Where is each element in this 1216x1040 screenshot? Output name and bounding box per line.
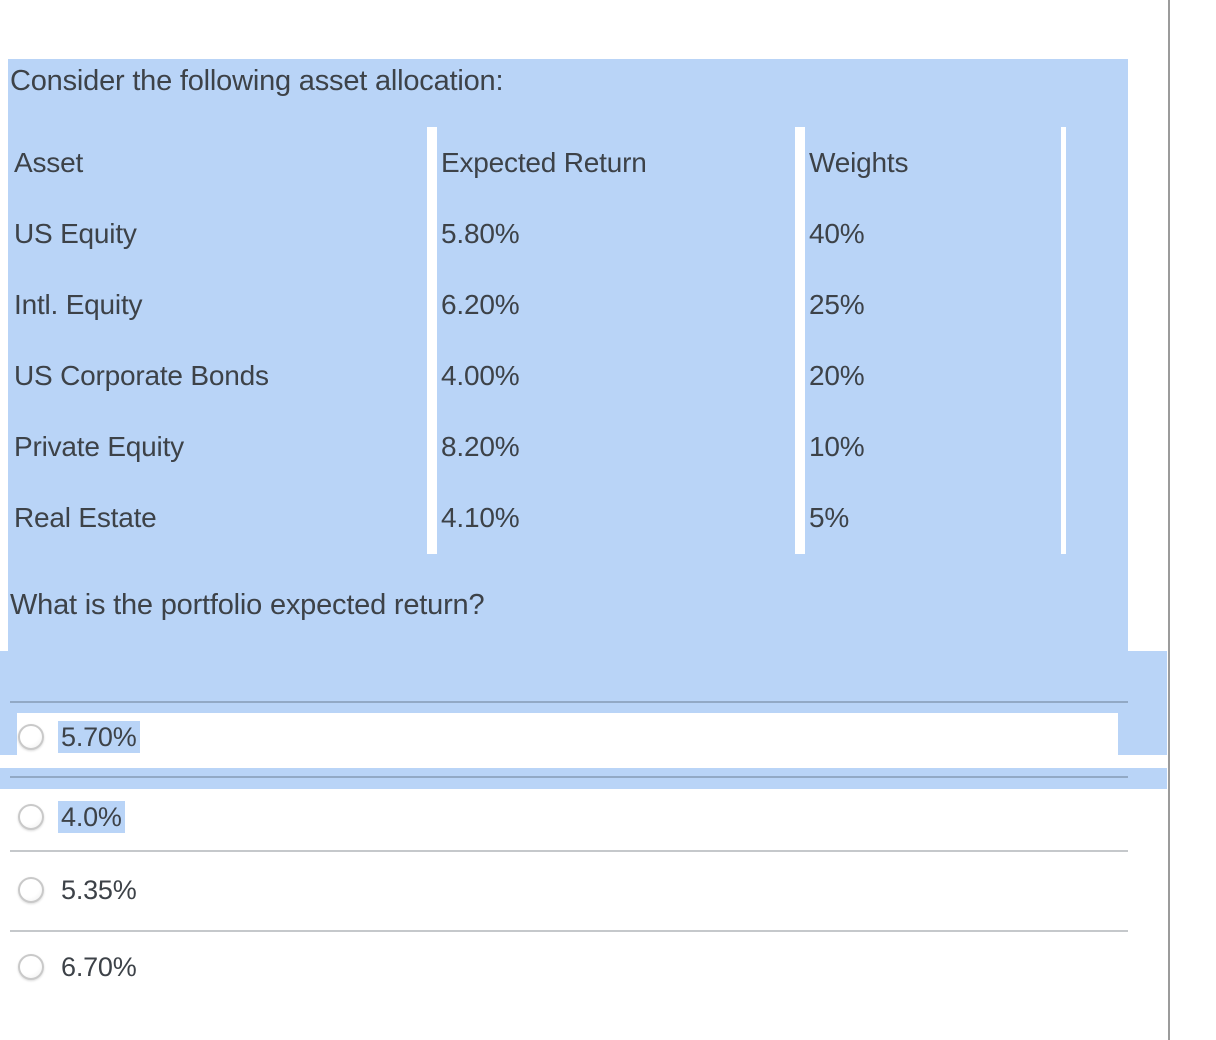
table-cell: Private Equity (14, 431, 184, 463)
divider (10, 701, 1128, 703)
answer-label-option-1[interactable]: 5.70% (58, 721, 140, 753)
answer-label-option-2[interactable]: 4.0% (58, 801, 125, 833)
table-cell: Intl. Equity (14, 288, 143, 320)
table-column-expected-return: Expected Return 5.80% 6.20% 4.00% 8.20% … (437, 127, 795, 554)
table-cell: 4.10% (441, 502, 520, 534)
divider (10, 776, 1128, 778)
table-header-cell: Asset (14, 146, 84, 178)
divider (10, 930, 1128, 932)
table-cell: US Corporate Bonds (14, 360, 269, 392)
table-cell: 5.80% (441, 217, 520, 249)
table-cell: 25% (809, 288, 865, 320)
question-prompt-text: What is the portfolio expected return? (10, 589, 485, 621)
table-cell: 10% (809, 431, 865, 463)
selection-highlight (1118, 713, 1167, 755)
table-column-weights: Weights 40% 25% 20% 10% 5% (805, 127, 1061, 554)
table-cell: 6.20% (441, 288, 520, 320)
table-cell: 40% (809, 217, 865, 249)
table-cell: 20% (809, 360, 865, 392)
table-cell: 4.00% (441, 360, 520, 392)
table-cell: US Equity (14, 217, 137, 249)
divider (10, 850, 1128, 852)
table-cell: Real Estate (14, 502, 157, 534)
content-right-border (1168, 0, 1170, 1040)
radio-button-option-4[interactable] (18, 954, 44, 980)
table-cell: 5% (809, 502, 850, 534)
table-header-cell: Expected Return (441, 146, 647, 178)
asset-allocation-table: Asset US Equity Intl. Equity US Corporat… (8, 127, 1066, 554)
answer-label-option-3[interactable]: 5.35% (61, 875, 137, 905)
table-header-cell: Weights (809, 146, 909, 178)
question-intro-text: Consider the following asset allocation: (10, 65, 504, 97)
selection-highlight (0, 768, 1167, 789)
table-column-asset: Asset US Equity Intl. Equity US Corporat… (8, 127, 427, 554)
selection-highlight (0, 651, 1167, 713)
table-cell: 8.20% (441, 431, 520, 463)
answer-label-option-4[interactable]: 6.70% (61, 952, 137, 982)
selection-highlight (0, 713, 17, 755)
radio-button-option-3[interactable] (18, 877, 44, 903)
answer-option-card[interactable] (17, 713, 1118, 755)
radio-button-option-1[interactable] (18, 724, 44, 750)
selection-highlight-question-block: Consider the following asset allocation:… (8, 59, 1128, 651)
radio-button-option-2[interactable] (18, 804, 44, 830)
